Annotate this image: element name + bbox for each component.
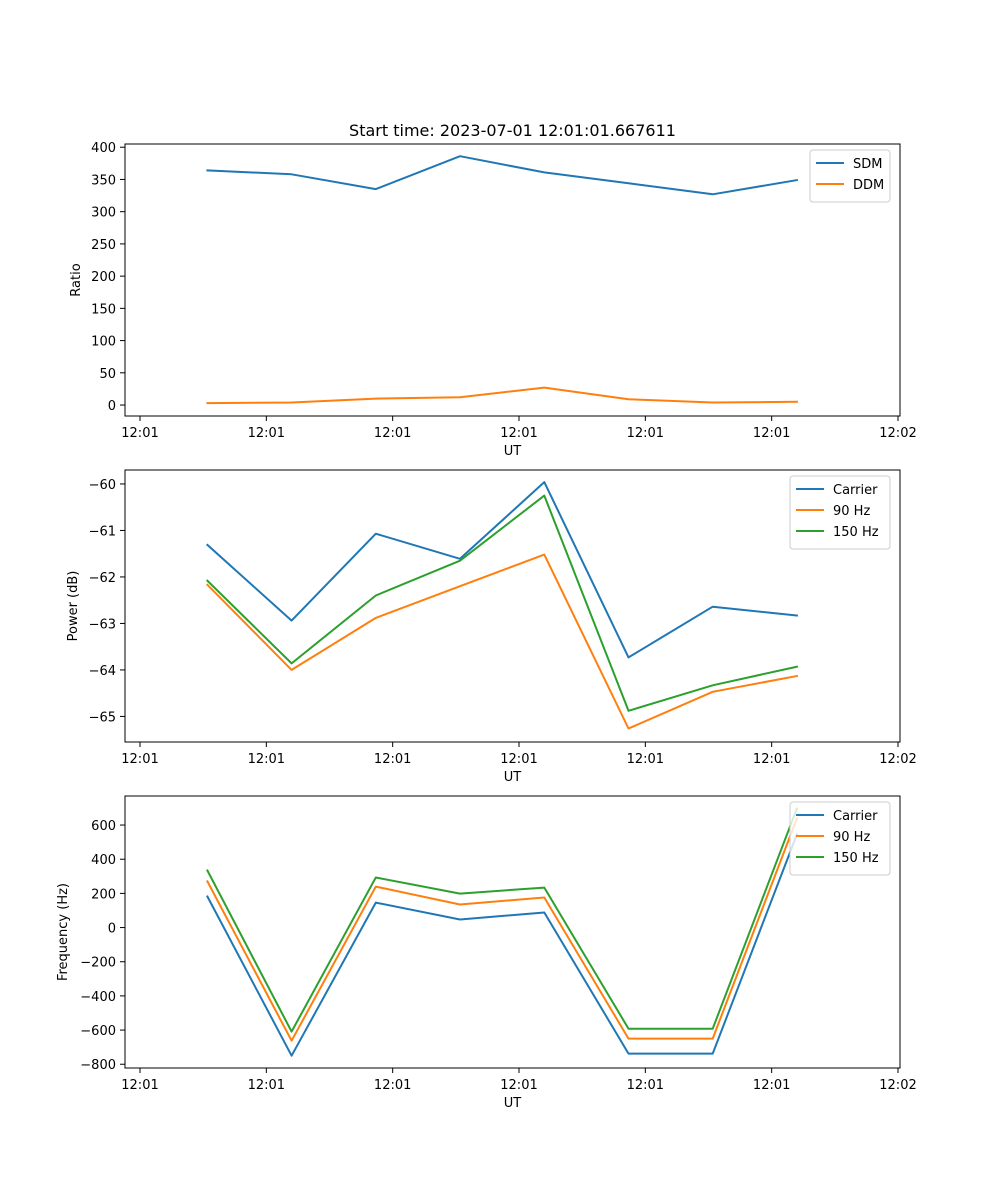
y-tick-label: −600 (80, 1024, 116, 1039)
x-tick-label: 12:02 (879, 752, 916, 767)
y-tick-label: −65 (89, 710, 116, 725)
legend-label: Carrier (833, 483, 878, 498)
legend-label: 150 Hz (833, 851, 879, 866)
x-tick-label: 12:01 (627, 752, 664, 767)
series-line-carrier (206, 833, 799, 1057)
axes-frame (124, 469, 901, 743)
legend: SDM DDM (809, 149, 891, 203)
series-line-150-hz (205, 494, 799, 712)
series-group (206, 155, 799, 405)
series-line-150-hz (206, 807, 799, 1033)
y-tick-label: 350 (91, 173, 116, 188)
x-axis-label: UT (504, 1096, 522, 1111)
legend-label: SDM (853, 157, 882, 172)
x-tick-label: 12:01 (500, 1078, 537, 1093)
legend-label: DDM (853, 178, 884, 193)
y-tick-label: −800 (80, 1058, 116, 1073)
y-tick-label: −62 (89, 571, 116, 586)
y-tick-label: −61 (89, 524, 116, 539)
legend-label: 150 Hz (833, 525, 879, 540)
y-tick-label: 100 (91, 335, 116, 350)
panel-2: 12:01 12:01 12:01 12:01 12:01 12:01 12:02 UT −65… (66, 469, 917, 785)
panel-1: Start time: 2023-07-01 12:01:01.667611 12… (69, 121, 917, 459)
y-axis-label: Ratio (69, 263, 84, 296)
y-tick-label: 300 (91, 206, 116, 221)
x-tick-label: 12:01 (500, 752, 537, 767)
x-tick-label: 12:01 (248, 426, 285, 441)
series-line-90-hz (205, 553, 799, 730)
series-group (206, 807, 799, 1057)
y-axis-label: Power (dB) (66, 571, 81, 642)
x-tick-label: 12:01 (374, 1078, 411, 1093)
legend: Carrier 90 Hz 150 Hz (789, 801, 891, 876)
y-tick-label: 50 (99, 367, 116, 382)
x-tick-label: 12:01 (753, 426, 790, 441)
series-line-ddm (206, 386, 798, 405)
x-tick-label: 12:01 (248, 752, 285, 767)
legend-label: 90 Hz (833, 830, 870, 845)
series-line-carrier (205, 481, 798, 659)
y-tick-label: −400 (80, 990, 116, 1005)
y-tick-label: 0 (108, 399, 116, 414)
y-tick-label: 600 (91, 819, 116, 834)
x-tick-label: 12:01 (121, 752, 158, 767)
y-tick-label: 0 (108, 922, 116, 937)
x-tick-label: 12:01 (121, 1078, 158, 1093)
x-tick-label: 12:02 (879, 426, 916, 441)
x-tick-label: 12:01 (627, 1078, 664, 1093)
series-line-90-hz (206, 817, 799, 1042)
x-tick-label: 12:01 (374, 752, 411, 767)
legend-label: 90 Hz (833, 504, 870, 519)
x-tick-label: 12:01 (500, 426, 537, 441)
x-tick-label: 12:01 (753, 752, 790, 767)
y-tick-label: 200 (91, 270, 116, 285)
x-tick-label: 12:02 (879, 1078, 916, 1093)
y-tick-label: 400 (91, 141, 116, 156)
legend-label: Carrier (833, 809, 878, 824)
y-tick-label: −60 (89, 478, 116, 493)
panel-3: 12:01 12:01 12:01 12:01 12:01 12:01 12:02 UT −80… (56, 795, 917, 1111)
x-tick-label: 12:01 (753, 1078, 790, 1093)
y-tick-label: −64 (89, 664, 116, 679)
chart-title: Start time: 2023-07-01 12:01:01.667611 (349, 121, 676, 140)
x-axis-label: UT (504, 444, 522, 459)
axes-frame (124, 143, 901, 417)
y-axis-label: Frequency (Hz) (56, 883, 71, 981)
series-line-sdm (206, 155, 799, 196)
y-tick-label: 200 (91, 887, 116, 902)
axes-frame (124, 795, 901, 1069)
y-tick-label: 250 (91, 238, 116, 253)
series-group (205, 481, 799, 730)
legend: Carrier 90 Hz 150 Hz (789, 475, 891, 550)
x-tick-label: 12:01 (627, 426, 664, 441)
x-axis-label: UT (504, 770, 522, 785)
x-tick-label: 12:01 (374, 426, 411, 441)
y-tick-label: −63 (89, 617, 116, 632)
x-tick-label: 12:01 (121, 426, 158, 441)
x-tick-label: 12:01 (248, 1078, 285, 1093)
y-tick-label: 150 (91, 302, 116, 317)
y-tick-label: −200 (80, 956, 116, 971)
y-tick-label: 400 (91, 853, 116, 868)
